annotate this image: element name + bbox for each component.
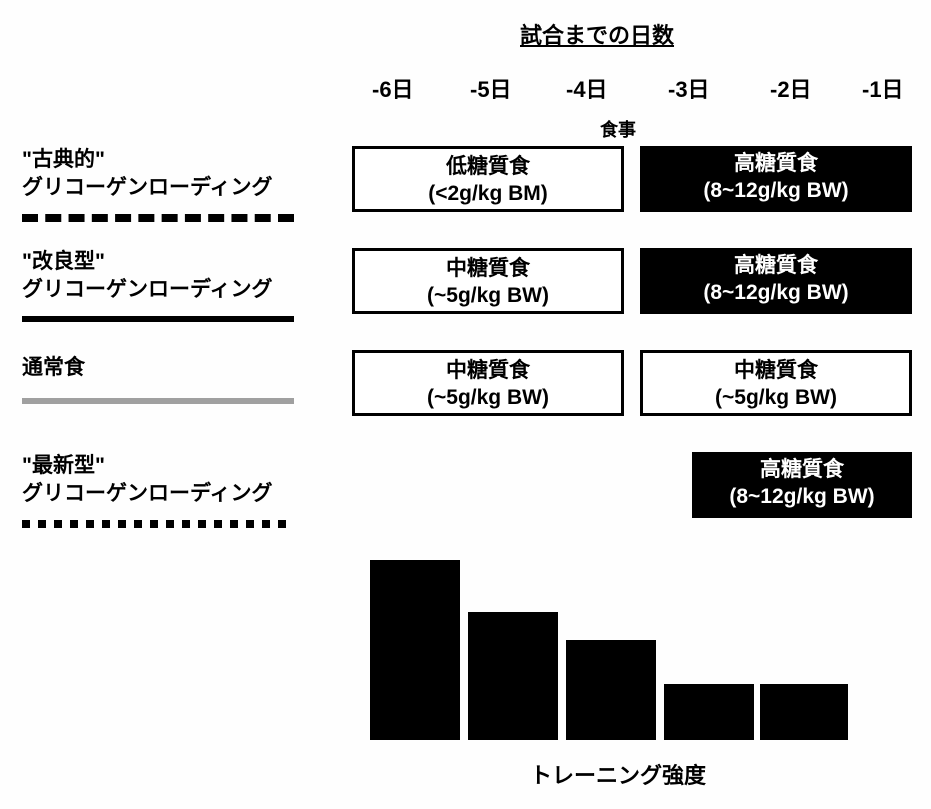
training-intensity-label: トレーニング強度	[530, 758, 706, 790]
row-label: "最新型" グリコーゲンローディング	[22, 452, 273, 507]
subheader-diet: 食事	[600, 116, 636, 142]
legend-line	[22, 316, 294, 322]
training-bar	[468, 612, 558, 740]
diet-box: 中糖質食 (~5g/kg BW)	[352, 248, 624, 314]
row-label: 通常食	[22, 354, 85, 382]
day-label: -6日	[372, 72, 414, 104]
legend-line	[22, 214, 294, 222]
diet-box: 高糖質食 (8~12g/kg BW)	[640, 146, 912, 212]
diet-box: 中糖質食 (~5g/kg BW)	[640, 350, 912, 416]
row-label: "古典的" グリコーゲンローディング	[22, 146, 273, 201]
day-label: -2日	[770, 72, 812, 104]
day-label: -3日	[668, 72, 710, 104]
title-days-until-match: 試合までの日数	[520, 18, 674, 50]
legend-line	[22, 398, 294, 404]
training-bar	[664, 684, 754, 740]
day-label: -1日	[862, 72, 904, 104]
diet-box: 高糖質食 (8~12g/kg BW)	[692, 452, 912, 518]
training-bar	[760, 684, 848, 740]
training-bar	[370, 560, 460, 740]
diet-box: 高糖質食 (8~12g/kg BW)	[640, 248, 912, 314]
diet-box: 中糖質食 (~5g/kg BW)	[352, 350, 624, 416]
training-bar	[566, 640, 656, 740]
day-label: -4日	[566, 72, 608, 104]
legend-line	[22, 520, 294, 528]
day-label: -5日	[470, 72, 512, 104]
row-label: "改良型" グリコーゲンローディング	[22, 248, 273, 303]
diet-box: 低糖質食 (<2g/kg BM)	[352, 146, 624, 212]
